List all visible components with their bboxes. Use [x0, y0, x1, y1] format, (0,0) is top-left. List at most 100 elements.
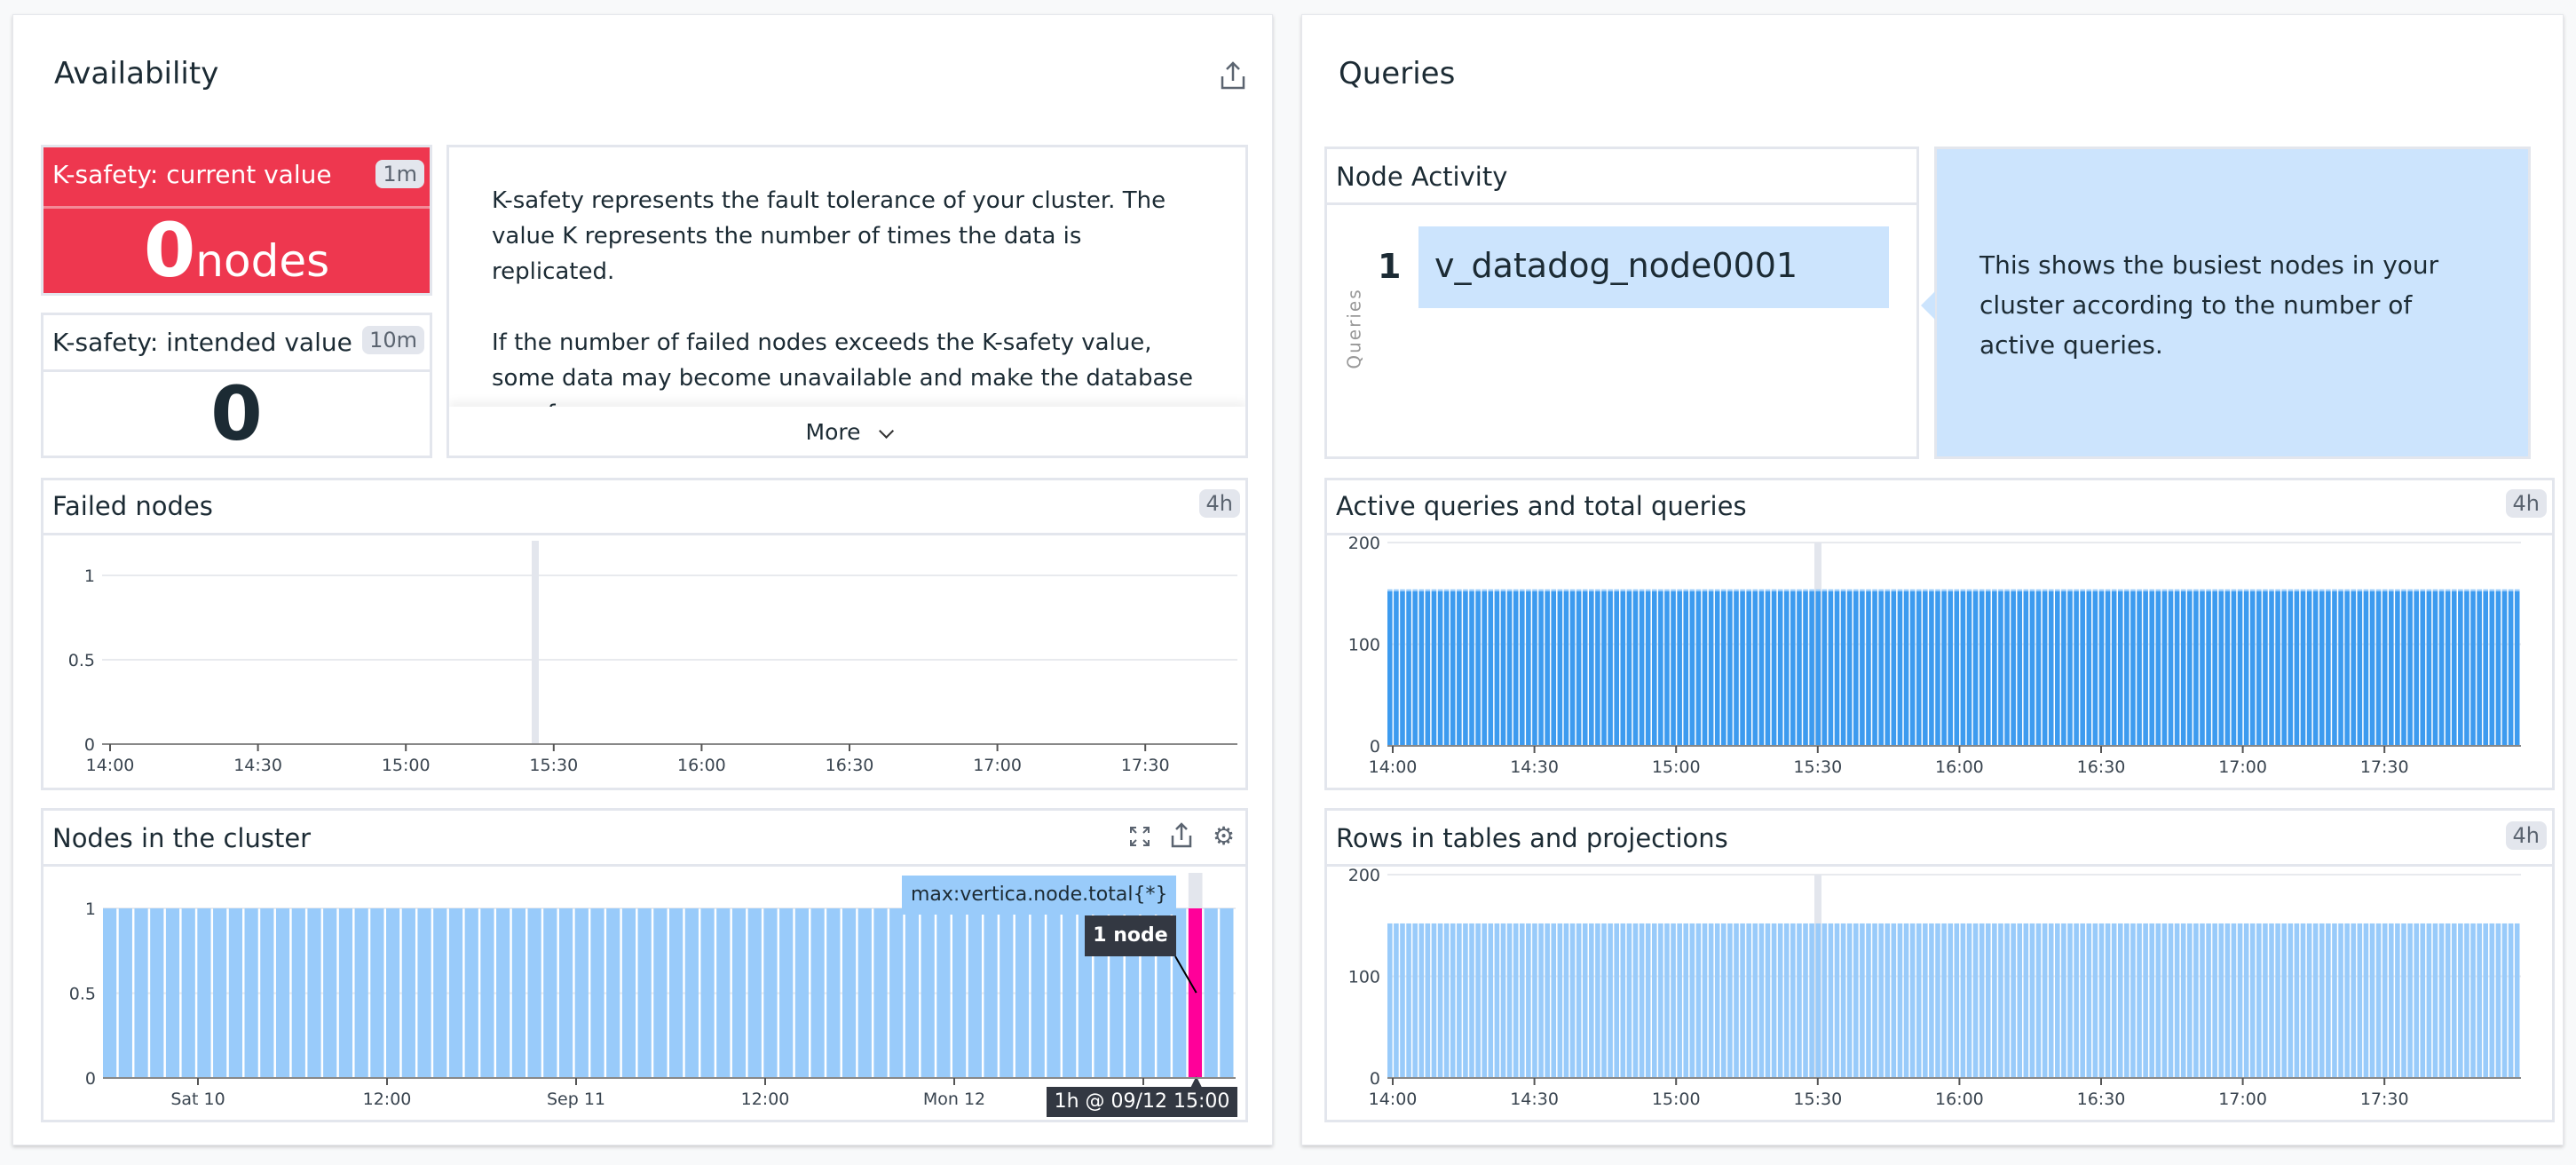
- bar: [1683, 589, 1689, 591]
- x-tick-label: 15:30: [529, 756, 578, 775]
- bar: [2458, 923, 2463, 1078]
- x-tick-label: 17:00: [2218, 757, 2267, 777]
- bar: [1916, 590, 1922, 746]
- bar: [1929, 589, 1934, 591]
- bar: [2326, 589, 2331, 591]
- bar: [1608, 923, 1613, 1078]
- bar: [1815, 590, 1821, 746]
- gear-icon[interactable]: ⚙: [1213, 821, 1236, 851]
- bar: [2237, 923, 2243, 1078]
- expand-icon[interactable]: [1129, 826, 1150, 851]
- bar: [1771, 923, 1777, 1078]
- bar: [1853, 589, 1859, 591]
- bar: [1519, 923, 1525, 1078]
- bar: [1765, 923, 1771, 1078]
- bar: [103, 908, 117, 1078]
- bar: [1727, 923, 1733, 1078]
- bar: [1897, 923, 1903, 1078]
- bar: [716, 908, 731, 1078]
- bar: [2117, 923, 2123, 1078]
- bar: [2061, 590, 2066, 746]
- bar: [1948, 589, 1953, 591]
- bar: [2489, 589, 2495, 591]
- bar: [2275, 923, 2280, 1078]
- bar: [1545, 589, 1550, 591]
- bar: [1972, 923, 1979, 1078]
- x-tick-label: 14:00: [1369, 1090, 1418, 1109]
- bar: [1443, 590, 1450, 746]
- bar: [1494, 589, 1500, 591]
- bar: [1815, 589, 1821, 591]
- bar: [2382, 589, 2388, 591]
- bar: [1563, 923, 1569, 1078]
- bar: [2186, 589, 2193, 591]
- bar: [2193, 589, 2199, 591]
- bar: [1903, 590, 1909, 746]
- bar: [2357, 590, 2363, 746]
- bar: [1475, 589, 1481, 591]
- bar: [1758, 589, 1765, 591]
- bar: [2414, 923, 2419, 1078]
- bar: [1840, 923, 1846, 1078]
- bar: [2344, 923, 2350, 1078]
- bar: [2332, 590, 2337, 746]
- x-tick-label: 14:00: [1369, 757, 1418, 777]
- bar: [244, 908, 258, 1078]
- bar: [1708, 923, 1714, 1078]
- bar: [2161, 590, 2168, 746]
- hover-line: [532, 541, 539, 744]
- x-tick-label: 16:30: [2077, 1090, 2126, 1109]
- bar: [1450, 589, 1456, 591]
- bar: [2382, 590, 2388, 746]
- bar: [2055, 590, 2060, 746]
- bar: [2281, 923, 2288, 1078]
- tooltip-pointer: [1174, 955, 1197, 994]
- bar: [1695, 590, 1702, 746]
- bar: [2180, 923, 2186, 1078]
- bar: [1872, 923, 1877, 1078]
- share-icon[interactable]: [1170, 822, 1193, 852]
- bar: [1846, 590, 1853, 746]
- x-tick-label: 17:00: [2218, 1090, 2267, 1109]
- bar: [1860, 590, 1865, 746]
- bar: [1828, 590, 1834, 746]
- y-tick-label: 1: [84, 567, 95, 586]
- share-icon[interactable]: [1220, 60, 1246, 94]
- x-tick-label: 15:00: [1652, 757, 1701, 777]
- bar: [1519, 590, 1525, 746]
- bar: [1538, 590, 1544, 746]
- bar: [1740, 923, 1745, 1078]
- bar: [2098, 590, 2105, 746]
- bar: [2306, 590, 2312, 746]
- bar: [2389, 923, 2394, 1078]
- bar: [1734, 590, 1739, 746]
- node-bar[interactable]: v_datadog_node0001: [1418, 226, 1889, 308]
- bar: [2048, 923, 2054, 1078]
- bar: [1797, 589, 1802, 591]
- bar: [1488, 589, 1494, 591]
- bar: [1532, 590, 1537, 746]
- bar: [1683, 923, 1689, 1078]
- bar: [1513, 589, 1519, 591]
- bar: [1519, 589, 1525, 591]
- bar: [1903, 589, 1909, 591]
- bar: [2300, 589, 2306, 591]
- bar: [1689, 590, 1695, 746]
- bar: [2206, 589, 2211, 591]
- bar: [1595, 590, 1600, 746]
- bar: [2130, 589, 2136, 591]
- y-tick-label: 0.5: [69, 985, 96, 1004]
- bar: [2445, 923, 2451, 1078]
- bar: [1897, 589, 1903, 591]
- bar: [1418, 923, 1425, 1078]
- bar: [1031, 908, 1045, 1078]
- more-button[interactable]: More: [449, 407, 1245, 456]
- bar: [1985, 590, 1991, 746]
- bar: [1923, 923, 1928, 1078]
- x-tick-label: 15:00: [1652, 1090, 1701, 1109]
- bar: [1513, 923, 1519, 1078]
- bar: [2501, 923, 2508, 1078]
- bar: [1727, 590, 1733, 746]
- bar: [2017, 923, 2023, 1078]
- bar: [1595, 589, 1600, 591]
